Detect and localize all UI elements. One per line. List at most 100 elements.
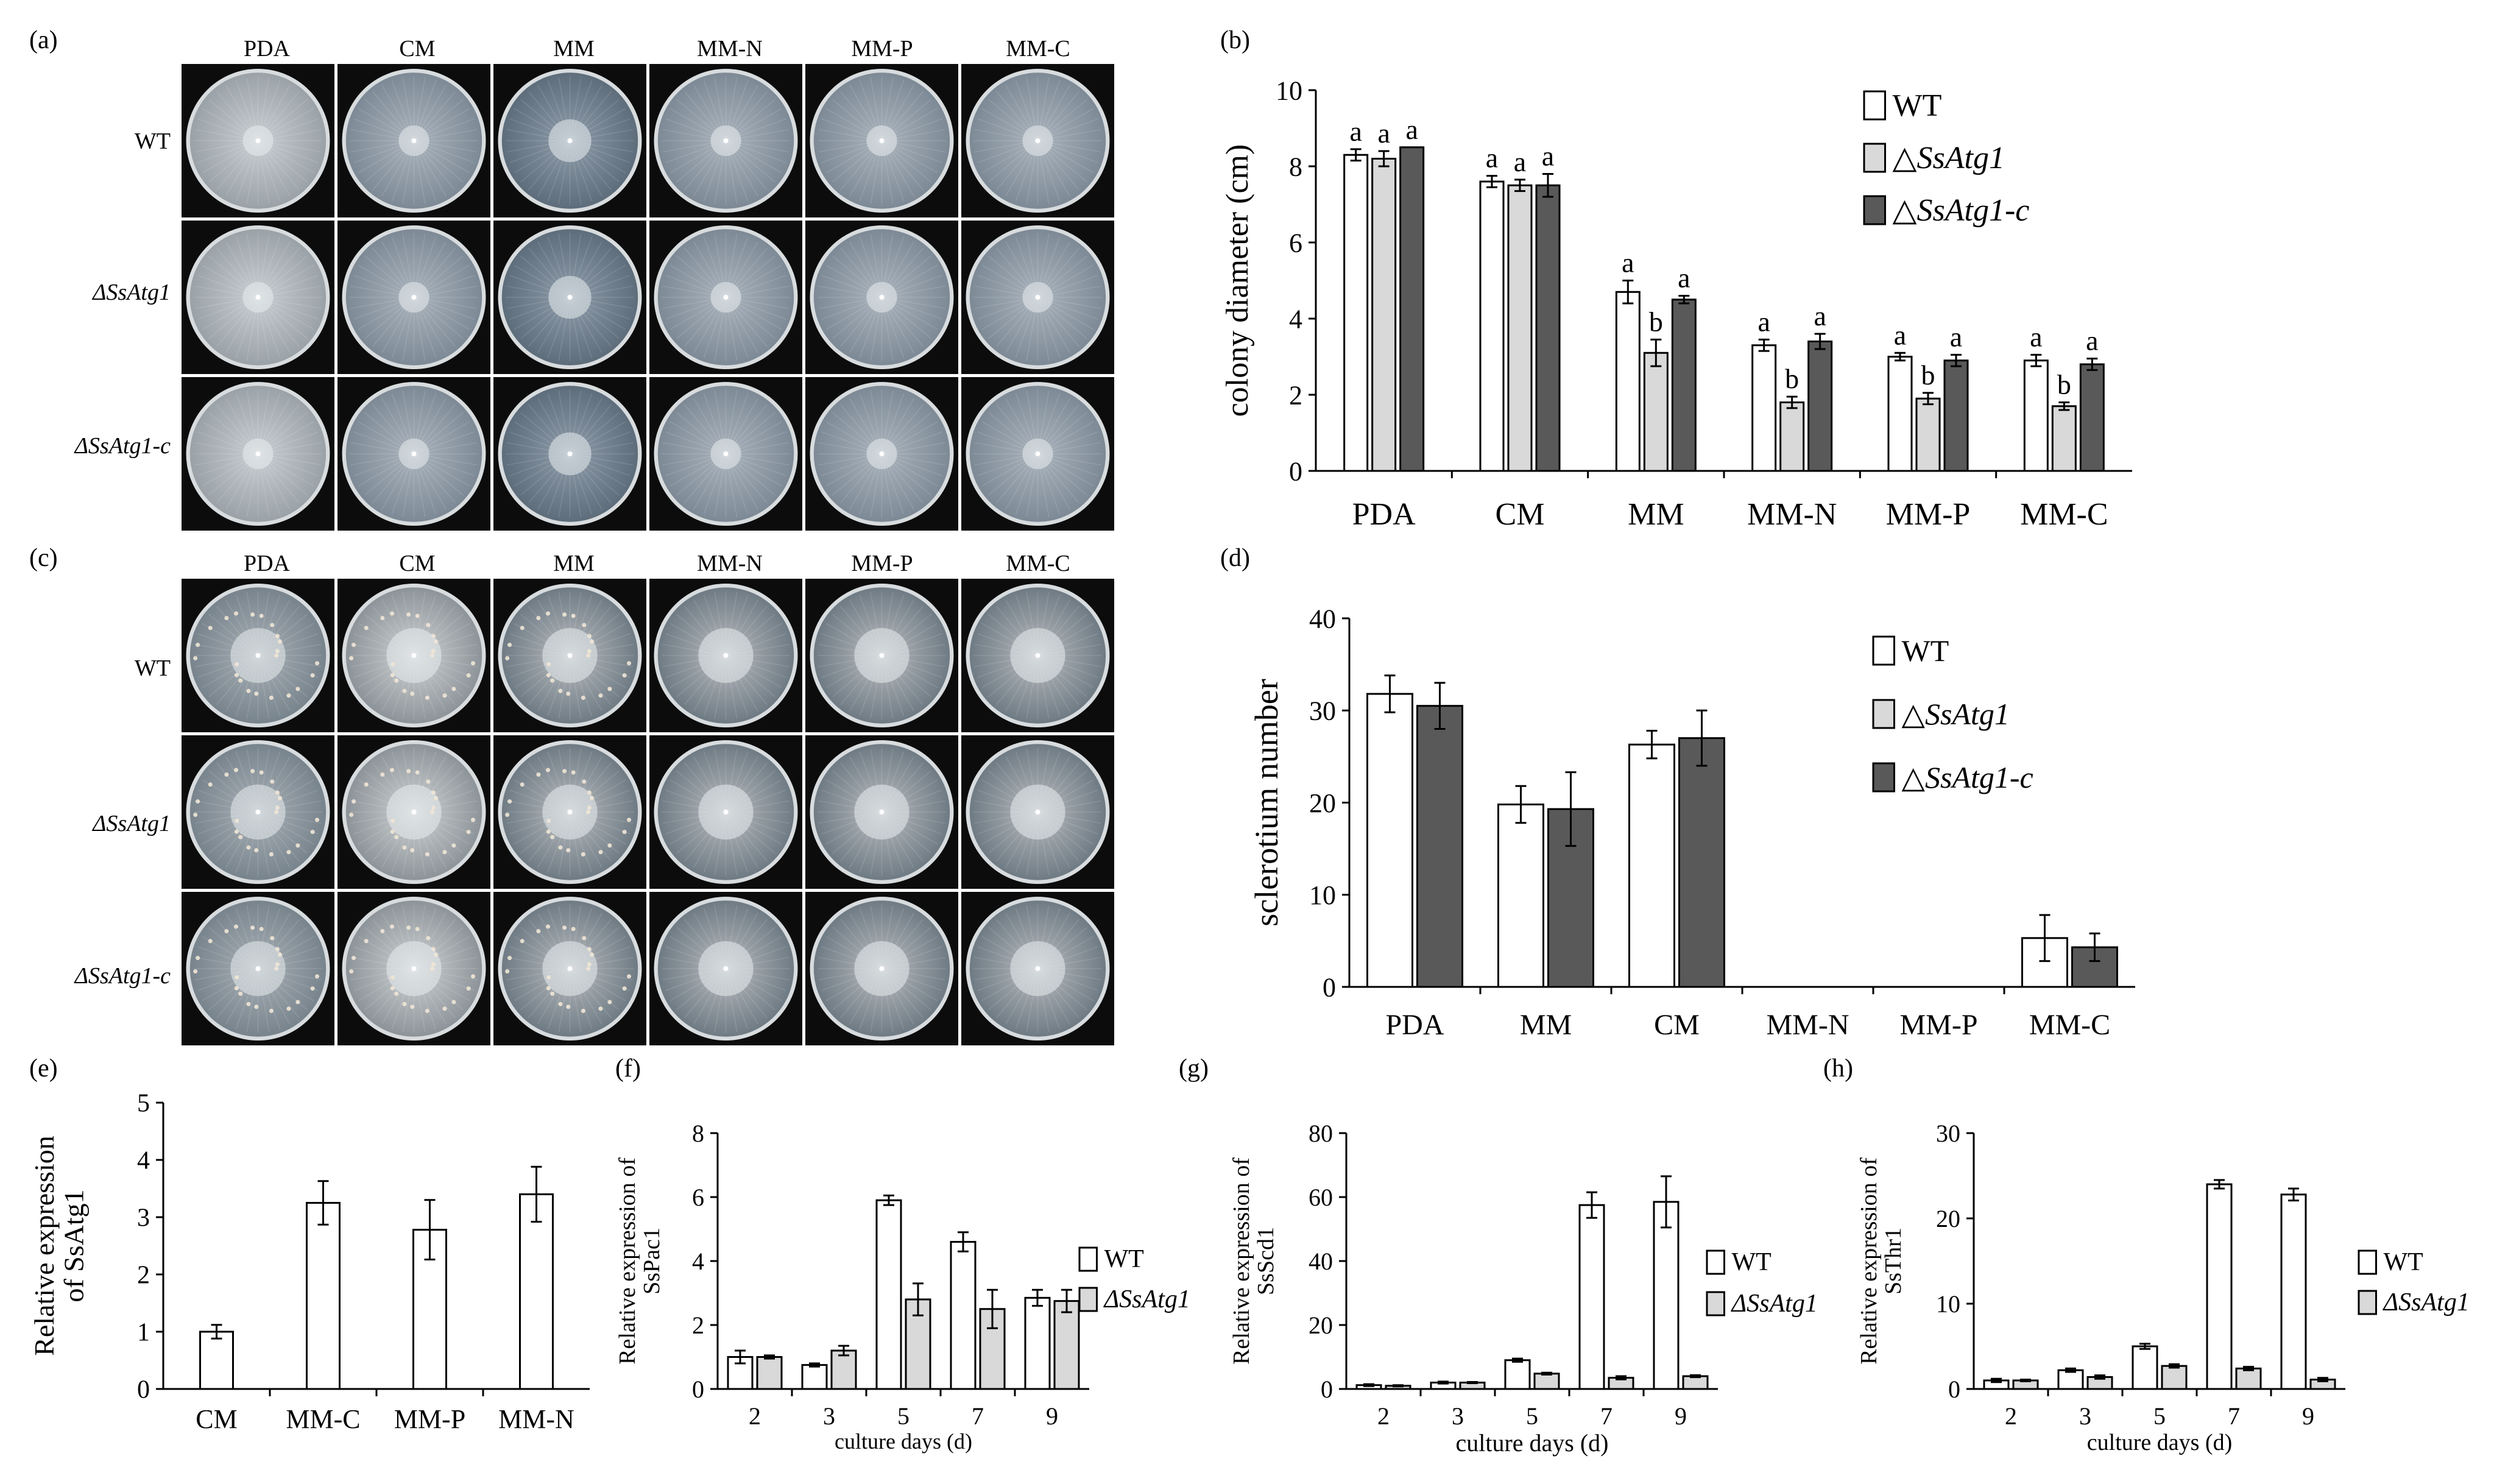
y-axis-title: SsThr1 [1881, 1228, 1906, 1295]
x-tick-label: CM [1496, 497, 1545, 532]
petri-plate-image [805, 221, 958, 374]
y-tick-label: 10 [1936, 1290, 1960, 1318]
x-tick-label: PDA [1352, 497, 1416, 532]
legend-swatch [1078, 1287, 1098, 1312]
legend-label: △SsAtg1-c [1902, 760, 2033, 794]
chart-panel-h: 0 10 20 30 2 3 5 7 9 Relative expression ofSsThr1… [1856, 1120, 2470, 1455]
chart-panel-e: 0 1 2 3 4 5 CM MM-C MM-P MM-N Relative expressiono… [29, 1090, 590, 1434]
y-tick-label: 20 [1309, 788, 1336, 818]
x-tick-label: 9 [1675, 1402, 1687, 1430]
petri-plate-image [649, 892, 802, 1045]
x-tick-label: MM-N [1766, 1009, 1849, 1041]
bar [519, 1193, 554, 1390]
plate-col-label: CM [399, 36, 436, 62]
x-tick-label: 5 [897, 1402, 910, 1430]
y-axis-title: Relative expression of [615, 1157, 640, 1365]
petri-plate-image [493, 892, 646, 1045]
petri-plate-image [805, 892, 958, 1045]
x-tick-label: 3 [1452, 1402, 1464, 1430]
plate-row-label: ΔSsAtg1 [93, 280, 171, 305]
bar [1416, 705, 1463, 988]
significance-letter: a [1542, 141, 1554, 172]
x-tick-label: 7 [972, 1402, 984, 1430]
plate-row-label: WT [134, 655, 171, 681]
legend-swatch [1078, 1246, 1098, 1272]
legend-label: WT [1732, 1248, 1771, 1276]
bar [199, 1330, 234, 1390]
petri-plate-image [805, 579, 958, 732]
plate-col-label: MM-P [851, 551, 913, 576]
bar [2023, 359, 2049, 472]
bar [2132, 1345, 2158, 1390]
significance-letter: a [1678, 263, 1690, 294]
plate-col-label: PDA [243, 551, 291, 576]
petri-plate-image [337, 377, 490, 531]
significance-letter: a [1894, 319, 1906, 350]
bar [1399, 146, 1425, 472]
legend-swatch [2358, 1290, 2377, 1315]
significance-letter: a [1622, 247, 1634, 278]
petri-plate-image [961, 377, 1114, 531]
x-tick-label: 5 [1526, 1402, 1538, 1430]
petri-plate-image [182, 735, 334, 889]
petri-plate-image [961, 735, 1114, 889]
y-tick-label: 0 [1323, 972, 1336, 1002]
significance-letter: b [1921, 359, 1935, 390]
petri-plate-image [337, 579, 490, 732]
y-axis-title: SsScd1 [1253, 1227, 1279, 1295]
legend-label: ΔSsAtg1 [1103, 1285, 1190, 1313]
legend-swatch [1706, 1249, 1725, 1275]
plate-col-label: MM-C [1006, 36, 1070, 62]
x-axis-title: culture days (d) [835, 1429, 972, 1454]
y-tick-label: 30 [1936, 1120, 1960, 1147]
y-tick-label: 20 [1936, 1205, 1960, 1232]
bar [1371, 158, 1397, 472]
bar [1671, 299, 1697, 472]
legend-swatch [2358, 1249, 2377, 1275]
petri-plate-image [961, 892, 1114, 1045]
significance-letter: a [1814, 300, 1826, 331]
y-tick-label: 8 [1289, 152, 1302, 182]
bar [2161, 1365, 2188, 1390]
x-tick-label: 2 [749, 1402, 761, 1430]
y-tick-label: 0 [1289, 456, 1302, 486]
x-tick-label: CM [196, 1404, 237, 1434]
bar [1497, 804, 1544, 988]
significance-letter: b [1785, 363, 1799, 394]
chart-panel-d: 0 10 20 30 40 PDA MM CM MM-N MM-P MM-C sclerotium n… [1248, 604, 2135, 1041]
petri-plate-image [337, 892, 490, 1045]
y-axis-title: Relative expression of [1229, 1157, 1254, 1365]
y-axis-title: of SsAtg1 [58, 1189, 89, 1302]
petri-plate-image [805, 64, 958, 217]
petri-plate-image [805, 377, 958, 531]
bar [1915, 397, 1941, 472]
x-tick-label: CM [1654, 1009, 1700, 1041]
plate-col-label: CM [399, 551, 436, 576]
significance-letter: a [1950, 321, 1962, 352]
x-tick-label: MM-C [2020, 497, 2108, 532]
bar [306, 1202, 341, 1390]
legend-label: △SsAtg1 [1902, 697, 2010, 731]
petri-plate-image [649, 735, 802, 889]
y-tick-label: 10 [1309, 880, 1336, 910]
y-tick-label: 1 [137, 1319, 150, 1347]
panel-label-c: (c) [29, 544, 58, 572]
plate-col-label: PDA [243, 36, 291, 62]
bar [1366, 693, 1413, 988]
plate-col-label: MM-N [697, 551, 763, 576]
y-tick-label: 0 [137, 1376, 150, 1404]
y-axis-title: colony diameter (cm) [1220, 144, 1255, 417]
bar [1943, 359, 1969, 472]
significance-letter: a [1486, 143, 1498, 174]
significance-letter: a [2086, 325, 2098, 356]
petri-plate-image [182, 892, 334, 1045]
bar [1682, 1375, 1709, 1390]
bar [1779, 401, 1805, 472]
x-tick-label: MM [1628, 497, 1684, 532]
bar [2021, 937, 2068, 988]
y-tick-label: 10 [1276, 76, 1302, 105]
panel-label-g: (g) [1179, 1055, 1209, 1083]
bar [1578, 1204, 1605, 1390]
x-tick-label: MM-C [286, 1404, 360, 1434]
